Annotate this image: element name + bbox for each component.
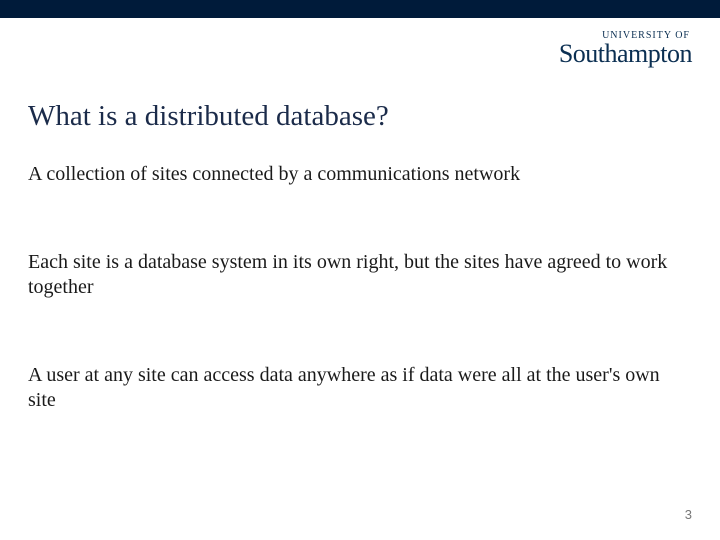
paragraph: A user at any site can access data anywh… <box>28 363 692 414</box>
page-number: 3 <box>685 507 692 522</box>
top-bar <box>0 0 720 18</box>
logo-main-text: Southampton <box>559 39 692 69</box>
paragraph: A collection of sites connected by a com… <box>28 162 692 188</box>
slide: UNIVERSITY OF Southampton What is a dist… <box>0 0 720 540</box>
slide-title: What is a distributed database? <box>28 100 389 133</box>
university-logo: UNIVERSITY OF Southampton <box>559 30 692 69</box>
slide-body: A collection of sites connected by a com… <box>28 162 692 476</box>
paragraph: Each site is a database system in its ow… <box>28 250 692 301</box>
